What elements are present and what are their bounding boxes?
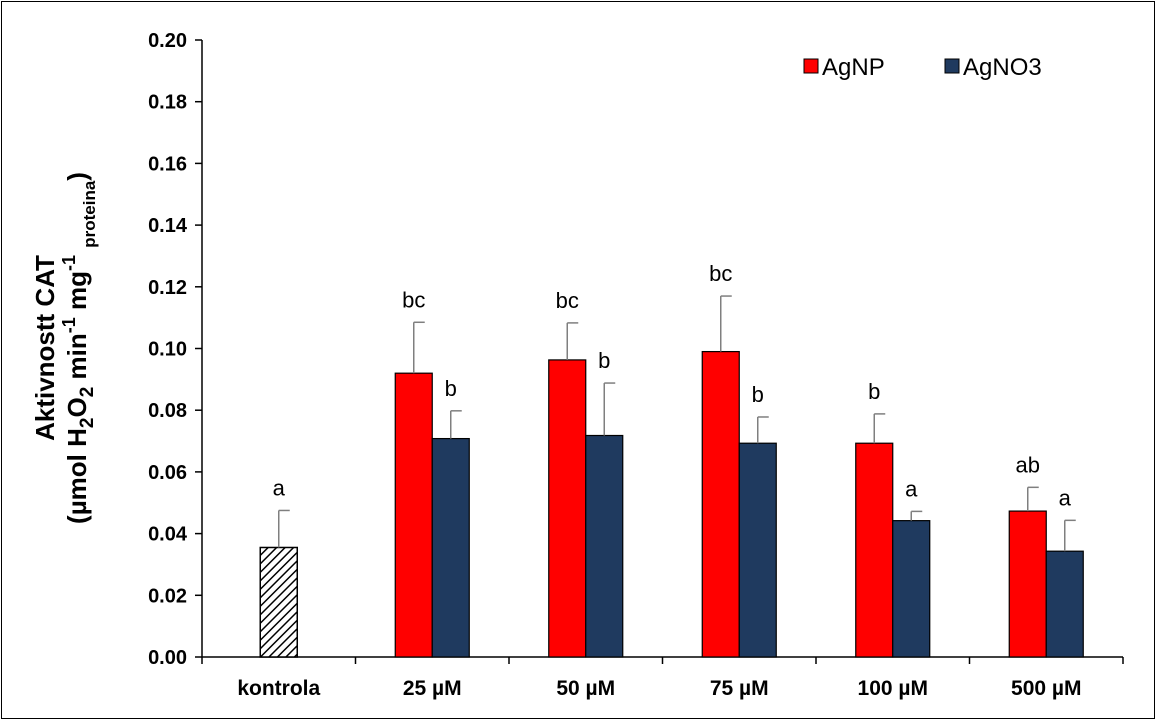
y-tick-label: 0.00 — [148, 647, 187, 669]
y-tick-label: 0.08 — [148, 400, 187, 422]
y-axis-title: Aktivnostt CAT — [30, 255, 60, 441]
bars — [259, 295, 1084, 658]
significance-label: bc — [402, 287, 425, 312]
x-tick-label: kontrola — [237, 677, 320, 700]
significance-label: bc — [709, 261, 732, 286]
bar-agnp — [1008, 510, 1047, 658]
y-tick-label: 0.02 — [148, 585, 187, 607]
significance-label: ab — [1016, 452, 1040, 477]
y-axis-subtitle-part: proteina — [80, 180, 99, 248]
axes: 0.00 0.02 0.04 0.06 0.08 0.10 0.12 0.14 0.16 0.18… — [30, 30, 1124, 700]
significance-label: a — [273, 475, 286, 500]
legend-swatch-agnp — [803, 58, 819, 74]
y-tick-label: 0.06 — [148, 462, 187, 484]
y-axis-subtitle-part: ) — [62, 172, 92, 181]
y-tick-label: 0.18 — [148, 92, 187, 114]
bar-agno3 — [738, 442, 777, 658]
significance-label: a — [905, 476, 918, 501]
y-axis-subtitle: (µmol H2O2 min-1 mg-1 proteina) — [59, 172, 99, 524]
y-axis-subtitle-part: mg — [62, 271, 92, 317]
significance-label: b — [868, 379, 880, 404]
y-axis-subtitle-part: -1 — [59, 255, 79, 271]
significance-label: b — [598, 348, 610, 373]
y-axis-subtitle-part: 2 — [77, 418, 98, 429]
bar-kontrola — [259, 546, 298, 658]
legend-label-agnp: AgNP — [822, 54, 885, 81]
bar-agno3 — [892, 520, 931, 658]
x-tick-label: 50 µM — [556, 677, 615, 700]
bar-agnp — [394, 372, 433, 658]
y-tick-label: 0.14 — [148, 215, 188, 237]
y-axis-subtitle-part: O — [62, 397, 92, 417]
legend-label-agno3: AgNO3 — [963, 54, 1042, 81]
bar-agno3 — [431, 437, 470, 658]
bar-agno3 — [585, 434, 624, 658]
significance-label: b — [445, 376, 457, 401]
legend-swatch-agno3 — [944, 58, 960, 74]
y-axis-subtitle-part: -1 — [59, 317, 79, 333]
bar-agnp — [548, 359, 587, 658]
y-tick-label: 0.10 — [148, 339, 187, 361]
y-tick-label: 0.16 — [148, 153, 187, 175]
bar-agnp — [855, 442, 894, 658]
y-tick-label: 0.12 — [148, 277, 187, 299]
x-tick-label: 75 µM — [710, 677, 769, 700]
y-tick-label: 0.04 — [148, 524, 188, 546]
y-axis-subtitle-part: (µmol H — [62, 428, 92, 524]
y-axis-subtitle-part: 2 — [77, 387, 98, 398]
y-axis-subtitle-part — [62, 248, 92, 255]
bar-agno3 — [1045, 550, 1084, 658]
x-tick-label: 25 µM — [403, 677, 462, 700]
significance-label: a — [1059, 485, 1072, 510]
x-tick-label: 500 µM — [1011, 677, 1081, 700]
bar-agnp — [701, 350, 740, 658]
significance-label: bc — [556, 288, 579, 313]
legend: AgNP AgNO3 — [803, 54, 1042, 81]
y-axis-subtitle-part: min — [62, 333, 92, 386]
x-tick-label: 100 µM — [858, 677, 928, 700]
significance-label: b — [752, 382, 764, 407]
y-tick-label: 0.20 — [148, 30, 187, 52]
